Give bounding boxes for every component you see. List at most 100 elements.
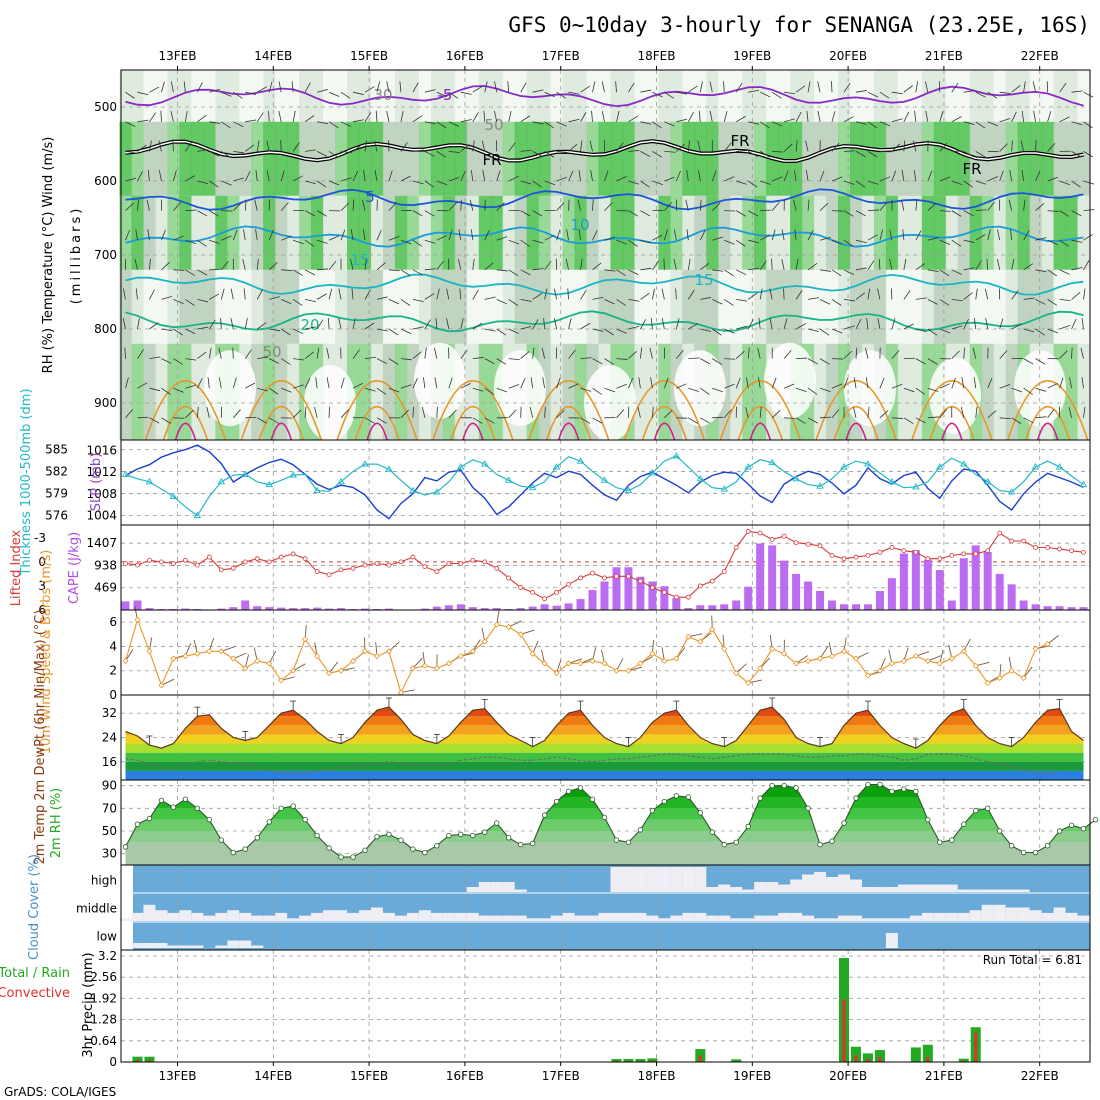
rh-field-cell xyxy=(514,195,528,270)
wind-speed-point xyxy=(781,650,788,657)
rh-point xyxy=(757,795,763,801)
rh-field-cell xyxy=(347,70,361,122)
wind-barb xyxy=(304,269,315,276)
cloud-bar xyxy=(706,915,719,921)
wind-barb xyxy=(221,91,232,97)
rh-field-cell xyxy=(814,70,828,122)
rh-field-cell xyxy=(981,195,995,270)
wind-barb xyxy=(817,110,821,122)
cloud-bar xyxy=(838,874,850,892)
wind-barb xyxy=(436,91,448,98)
wind-speed-point xyxy=(769,645,776,652)
upper-ytick: 800 xyxy=(94,322,117,336)
wind-barb xyxy=(532,268,544,271)
wind-speed-point xyxy=(194,650,201,657)
wind-barb xyxy=(257,86,267,93)
cloud-bar xyxy=(119,918,132,921)
rh-field-cell xyxy=(478,343,492,440)
lifted-index-point xyxy=(458,561,464,566)
cloud-bar xyxy=(263,915,276,921)
wind-barb xyxy=(589,140,593,152)
wind-barb xyxy=(652,234,663,241)
rh-field-cell xyxy=(370,269,384,344)
wind-barb xyxy=(736,325,747,330)
rh-point xyxy=(194,805,201,812)
wind-barb xyxy=(230,318,234,330)
wind-barb xyxy=(388,236,400,241)
wind-barb xyxy=(436,260,444,271)
wind-barb xyxy=(783,349,792,359)
date-label-bottom: 18FEB xyxy=(638,1069,676,1083)
wind-barb xyxy=(137,318,140,330)
wind-barb xyxy=(400,175,411,182)
wind-speed-point xyxy=(230,655,237,662)
cape-bar xyxy=(301,608,310,610)
wind-barb xyxy=(1071,180,1081,188)
rh-field-cell xyxy=(239,121,253,196)
lifted-index-point xyxy=(865,553,871,558)
wind-barb xyxy=(363,170,366,182)
wind-barb xyxy=(338,318,342,330)
wind-barb xyxy=(843,269,855,275)
wind-barb xyxy=(748,151,759,158)
rh-field-cell xyxy=(634,269,648,344)
cloud-bar xyxy=(897,918,910,921)
rh-field-cell xyxy=(849,121,863,196)
rh-field-cell xyxy=(742,269,756,344)
wind-barb xyxy=(245,144,255,152)
wind-speed-point xyxy=(996,674,1003,682)
precip-total-bar xyxy=(922,1044,933,1062)
wind-barb xyxy=(457,258,462,270)
wind-barb xyxy=(412,406,414,418)
wind-barb xyxy=(700,297,712,300)
wind-barb xyxy=(879,201,888,211)
wind-barb xyxy=(724,299,734,306)
rh-field-cell xyxy=(335,121,349,196)
rh-point xyxy=(494,820,500,826)
wind-barb xyxy=(412,378,418,389)
rh-point xyxy=(673,793,680,799)
wind-barb xyxy=(233,91,243,99)
wind-barb xyxy=(196,82,203,93)
cloud-bar xyxy=(478,915,491,921)
wind-speed-point xyxy=(385,648,393,655)
cloud-bar xyxy=(897,884,910,892)
rh-field-cell xyxy=(885,195,899,270)
date-label-bottom: 17FEB xyxy=(542,1069,580,1083)
cloud-bar xyxy=(478,882,491,892)
wind-barb xyxy=(316,210,327,217)
wind-barb xyxy=(243,288,246,300)
cloud-bar xyxy=(167,912,180,921)
wind-barb xyxy=(628,180,640,185)
wind-barb xyxy=(985,318,989,330)
wind-barb xyxy=(352,170,359,182)
wind-barb xyxy=(125,409,133,419)
rh-field-cell xyxy=(239,70,253,122)
wind-barb xyxy=(963,151,974,158)
wind-barb xyxy=(556,409,565,419)
wind-barb xyxy=(987,377,993,389)
wind-barb xyxy=(460,119,472,123)
wind-barb xyxy=(218,347,222,359)
cloud-bar xyxy=(814,872,827,892)
wind-barb xyxy=(795,417,806,424)
wind-barb xyxy=(508,175,519,182)
rh-field-cell xyxy=(610,269,624,344)
wind-barb xyxy=(951,210,962,217)
wind-barb xyxy=(256,258,259,270)
wind-barb xyxy=(903,323,914,330)
wind-barb xyxy=(999,91,1011,94)
rh-field-cell xyxy=(1017,269,1031,344)
cloud-bar xyxy=(634,867,647,892)
lifted-index-point xyxy=(135,562,140,568)
wind-barb xyxy=(556,121,567,127)
rh-field-cell xyxy=(418,195,432,270)
cloud-bar xyxy=(957,912,970,921)
wind-barb xyxy=(351,288,354,300)
cloud-bar xyxy=(993,904,1006,921)
wind-ytick: 4 xyxy=(109,639,117,653)
wind-barb xyxy=(448,409,457,419)
wind-speed-point xyxy=(469,648,476,655)
wind-barb xyxy=(400,239,412,245)
lifted-index-point xyxy=(1069,548,1074,554)
